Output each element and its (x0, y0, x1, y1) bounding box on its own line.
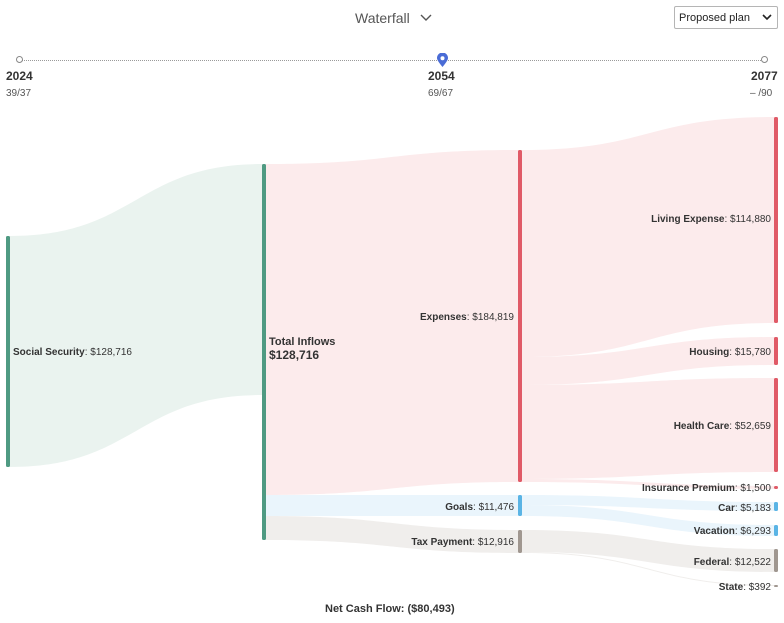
node-value-insurance-premium: $1,500 (740, 483, 771, 494)
net-cash-flow-label: Net Cash Flow: (325, 603, 405, 615)
timeline-track[interactable] (19, 60, 765, 61)
flow-expenses-to-living-expense[interactable] (522, 117, 774, 357)
node-bar-car[interactable] (774, 502, 778, 511)
flow-expenses-to-housing[interactable] (522, 337, 774, 385)
node-name-insurance-premium: Insurance Premium (642, 483, 735, 494)
flow-total-inflows-to-goals[interactable] (266, 495, 518, 516)
node-value-federal: $12,522 (735, 557, 772, 568)
node-bar-vacation[interactable] (774, 525, 778, 536)
node-label-insurance-premium: Insurance Premium: $1,500 (642, 483, 771, 494)
node-bar-housing[interactable] (774, 337, 778, 365)
node-name-social-security: Social Security (13, 347, 85, 358)
view-label: Waterfall (355, 10, 410, 26)
node-separator: : (472, 537, 478, 548)
node-separator: : (467, 312, 473, 323)
view-selector[interactable]: Waterfall (355, 8, 432, 28)
chevron-down-icon (762, 14, 772, 21)
node-label-expenses: Expenses: $184,819 (420, 312, 514, 323)
node-bar-social-security[interactable] (6, 236, 10, 467)
node-label-vacation: Vacation: $6,293 (694, 526, 772, 537)
node-value-vacation: $6,293 (740, 526, 771, 537)
flow-total-inflows-to-expenses[interactable] (266, 150, 518, 495)
flow-social-security-to-total-inflows[interactable] (10, 164, 262, 467)
node-value-goals: $11,476 (479, 502, 515, 513)
node-name-goals: Goals (445, 502, 473, 513)
node-value-state: $392 (749, 582, 772, 593)
node-value-housing: $15,780 (735, 347, 772, 358)
node-label-federal: Federal: $12,522 (694, 557, 772, 568)
flow-total-inflows-to-tax-payment[interactable] (266, 516, 518, 553)
flow-goals-to-vacation[interactable] (522, 505, 774, 536)
node-separator: : (729, 557, 735, 568)
node-name-living-expense: Living Expense (651, 214, 725, 225)
node-bar-expenses[interactable] (518, 150, 522, 482)
flow-expenses-to-insurance-premium[interactable] (522, 479, 774, 489)
node-label-total-inflows: Total Inflows (269, 336, 335, 348)
timeline-end-year: 2077 (751, 69, 778, 83)
plan-dropdown[interactable]: Proposed plan (674, 6, 778, 29)
node-value-expenses: $184,819 (472, 312, 514, 323)
node-label-state: State: $392 (719, 582, 772, 593)
flow-goals-to-car[interactable] (522, 495, 774, 511)
node-label-car: Car: $5,183 (718, 503, 771, 514)
node-name-housing: Housing (689, 347, 729, 358)
node-label-health-care: Health Care: $52,659 (674, 421, 772, 432)
net-cash-flow: Net Cash Flow: ($80,493) (325, 603, 455, 615)
node-label-goals: Goals: $11,476 (445, 502, 514, 513)
node-bar-goals[interactable] (518, 495, 522, 516)
node-label-housing: Housing: $15,780 (689, 347, 771, 358)
node-bar-tax-payment[interactable] (518, 530, 522, 553)
node-label-living-expense: Living Expense: $114,880 (651, 214, 771, 225)
node-name-expenses: Expenses (420, 312, 467, 323)
timeline-end-dot[interactable] (761, 56, 768, 63)
timeline-current-ages: 69/67 (428, 88, 454, 99)
node-separator: : (735, 483, 741, 494)
chevron-down-icon (420, 14, 432, 21)
node-name-tax-payment: Tax Payment (411, 537, 473, 548)
node-value-health-care: $52,659 (735, 421, 772, 432)
plan-dropdown-value: Proposed plan (679, 11, 750, 24)
node-bar-total-inflows[interactable] (262, 164, 266, 540)
timeline-end-ages: – /90 (750, 88, 773, 99)
node-bar-federal[interactable] (774, 549, 778, 572)
net-cash-flow-value: ($80,493) (407, 603, 455, 615)
chart-links (10, 117, 774, 586)
timeline-current-year: 2054 (428, 69, 455, 83)
timeline-start-ages: 39/37 (6, 88, 32, 99)
timeline-start-year: 2024 (6, 69, 33, 83)
node-separator: : (729, 421, 735, 432)
timeline-marker-icon[interactable] (436, 53, 449, 68)
node-separator: : (743, 582, 749, 593)
node-separator: : (729, 347, 735, 358)
node-name-health-care: Health Care (674, 421, 730, 432)
node-separator: : (735, 526, 741, 537)
node-label-tax-payment: Tax Payment: $12,916 (411, 537, 514, 548)
node-separator: : (724, 214, 730, 225)
node-name-vacation: Vacation (694, 526, 735, 537)
node-value-total-inflows: $128,716 (269, 348, 319, 362)
flow-tax-payment-to-state[interactable] (522, 552, 774, 586)
flow-expenses-to-health-care[interactable] (522, 378, 774, 479)
chart-nodes (6, 117, 778, 587)
node-separator: : (473, 502, 479, 513)
node-value-car: $5,183 (740, 503, 771, 514)
node-separator: : (735, 503, 741, 514)
timeline-start-dot[interactable] (16, 56, 23, 63)
node-separator: : (85, 347, 91, 358)
node-bar-living-expense[interactable] (774, 117, 778, 323)
node-name-state: State (719, 582, 744, 593)
node-label-social-security: Social Security: $128,716 (13, 347, 132, 358)
node-name-federal: Federal (694, 557, 730, 568)
node-value-tax-payment: $12,916 (478, 537, 515, 548)
node-bar-insurance-premium[interactable] (774, 486, 778, 489)
node-name-car: Car (718, 503, 735, 514)
node-bar-state[interactable] (774, 585, 778, 587)
node-value-social-security: $128,716 (90, 347, 132, 358)
node-bar-health-care[interactable] (774, 378, 778, 472)
flow-tax-payment-to-federal[interactable] (522, 530, 774, 572)
node-value-living-expense: $114,880 (730, 214, 771, 225)
